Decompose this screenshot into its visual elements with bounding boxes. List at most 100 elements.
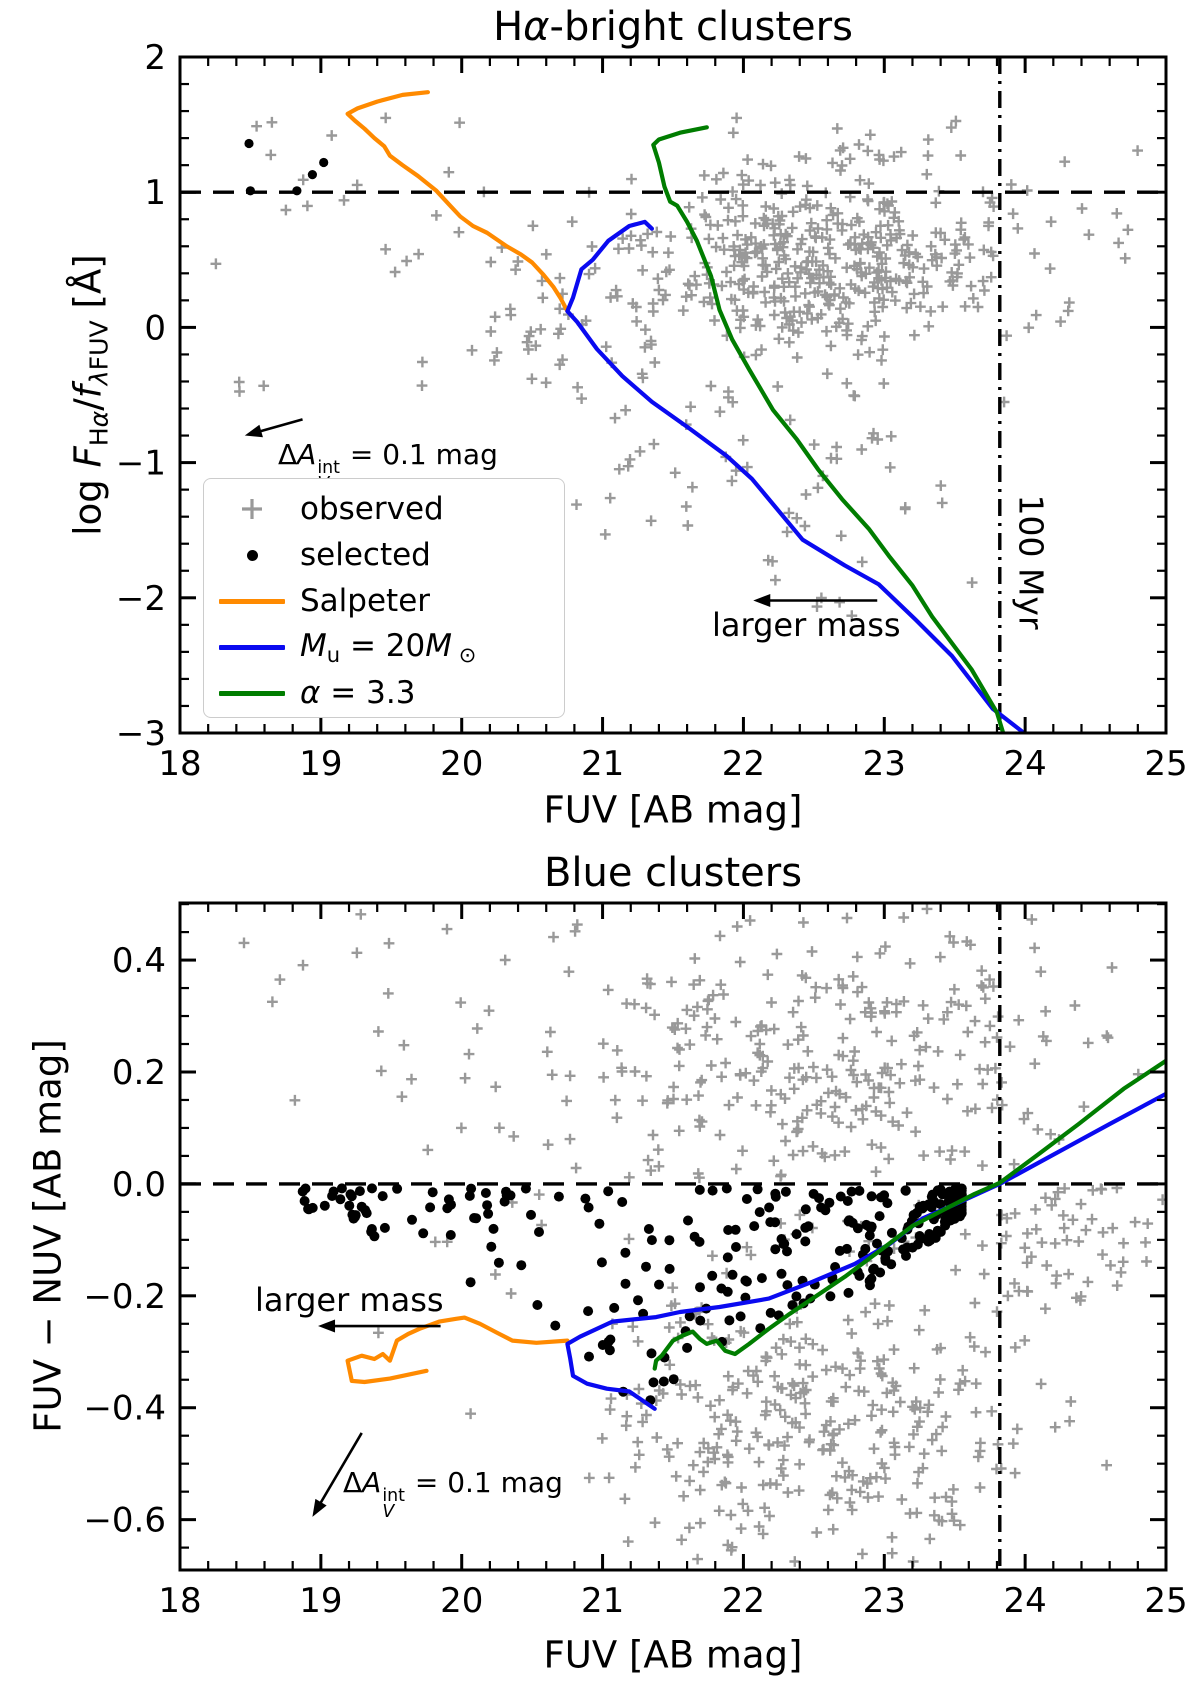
selected-point (730, 1224, 741, 1235)
top-x-axis-label: FUV [AB mag] (543, 788, 803, 832)
track-mu20 (565, 219, 1025, 733)
selected-point (755, 1323, 766, 1334)
observed-plus-icon (204, 496, 300, 522)
axes-spines (178, 901, 1168, 1572)
selected-point (392, 1183, 403, 1194)
selected-point (427, 1187, 438, 1198)
y-tick-label: −0.2 (83, 1277, 166, 1317)
x-tick-label: 22 (722, 744, 765, 784)
selected-point (722, 1252, 733, 1263)
legend-label-mu20: Mu = 20M ⊙ (300, 627, 477, 667)
selected-point (882, 1198, 893, 1209)
selected-point (752, 1184, 763, 1195)
selected-point (534, 1227, 544, 1237)
selected-point (466, 1183, 477, 1194)
selected-point (869, 1263, 879, 1274)
selected-point (939, 1216, 950, 1227)
selected-point (944, 1186, 955, 1197)
panel-content (180, 57, 1166, 733)
selected-point (609, 1302, 620, 1313)
selected-point (776, 1234, 787, 1244)
x-tick-label: 19 (299, 1581, 342, 1621)
selected-point (723, 1225, 734, 1235)
selected-point (499, 1196, 510, 1207)
selected-point (683, 1215, 693, 1226)
bottom-y-axis-label: FUV − NUV [AB mag] (26, 1039, 70, 1433)
selected-point (874, 1211, 885, 1222)
selected-point (864, 1276, 875, 1286)
selected-point (727, 1269, 738, 1280)
selected-point (791, 1291, 802, 1302)
tick-labels: 18 19 20 21 22 23 24 25 0.4 0.2 0.0 −0.2 −0.4 −0.6 (83, 941, 1187, 1621)
x-tick-label: 24 (1004, 744, 1047, 784)
x-tick-label: 21 (581, 1581, 624, 1621)
selected-point (764, 1202, 775, 1213)
selected-point (864, 1230, 875, 1241)
top-y-axis-label: log FHα/fλFUV [Å] (66, 254, 114, 536)
selected-point (800, 1236, 811, 1247)
track-alpha33 (652, 1058, 1166, 1371)
arrowhead-mass-bottom (318, 1319, 336, 1333)
salpeter-line-icon (204, 598, 300, 604)
selected-point (377, 1191, 388, 1202)
selected-point (442, 1203, 453, 1214)
selected-point (866, 1191, 877, 1202)
arrowhead-mass-top (753, 594, 771, 608)
selected-point (707, 1270, 718, 1281)
selected-point (841, 1243, 852, 1254)
selected-point (356, 1201, 367, 1212)
selected-point (469, 1213, 480, 1223)
selected-point (914, 1231, 925, 1241)
selected-point (583, 1202, 594, 1213)
track-salpeter (345, 90, 570, 314)
selected-point (335, 1194, 346, 1205)
selected-point (694, 1184, 705, 1195)
selected-point (553, 1191, 564, 1202)
track-alpha33 (651, 125, 1006, 733)
selected-point (800, 1204, 811, 1215)
selected-point (658, 1376, 669, 1387)
selected-point (583, 1306, 594, 1317)
selected-point (367, 1183, 377, 1194)
selected-point (735, 1311, 746, 1322)
x-tick-label: 20 (440, 1581, 483, 1621)
selected-point (876, 1192, 886, 1203)
track-salpeter (345, 1315, 570, 1385)
selected-point (307, 170, 317, 180)
selected-point (603, 1186, 614, 1197)
x-tick-label: 18 (158, 1581, 201, 1621)
selected-point (617, 1197, 628, 1207)
arrowhead-av-top (244, 424, 263, 438)
selected-point (843, 1216, 854, 1227)
mu20-line-icon (204, 644, 300, 650)
legend-item-observed: observed (204, 486, 564, 532)
selected-point (749, 1221, 760, 1232)
selected-point (808, 1188, 819, 1199)
y-tick-label: 0.4 (112, 941, 166, 981)
selected-point (741, 1276, 752, 1287)
selected-point (707, 1185, 718, 1196)
selected-point (493, 1257, 504, 1268)
selected-point (770, 1244, 781, 1255)
selected-point (945, 1194, 956, 1205)
selected-point (664, 1263, 675, 1274)
x-tick-label: 24 (1004, 1581, 1047, 1621)
selected-point (933, 1185, 944, 1196)
arrowhead-av-bottom (312, 1498, 327, 1517)
selected-point (319, 1200, 330, 1211)
selected-point (770, 1217, 781, 1228)
x-tick-label: 18 (158, 744, 201, 784)
selected-point (620, 1247, 631, 1258)
selected-point (604, 1345, 615, 1356)
panel-content (180, 903, 1166, 1570)
selected-point (791, 1229, 802, 1240)
legend-item-salpeter: Salpeter (204, 578, 564, 624)
selected-point (956, 1187, 967, 1198)
selected-point (782, 1280, 793, 1291)
selected-point (911, 1207, 922, 1218)
selected-point (722, 1286, 733, 1297)
legend-label-selected: selected (300, 537, 431, 573)
y-tick-label: 0.0 (112, 1165, 166, 1205)
arrow-av-bottom (317, 1432, 363, 1508)
bottom-panel-title: Blue clusters (543, 850, 803, 896)
